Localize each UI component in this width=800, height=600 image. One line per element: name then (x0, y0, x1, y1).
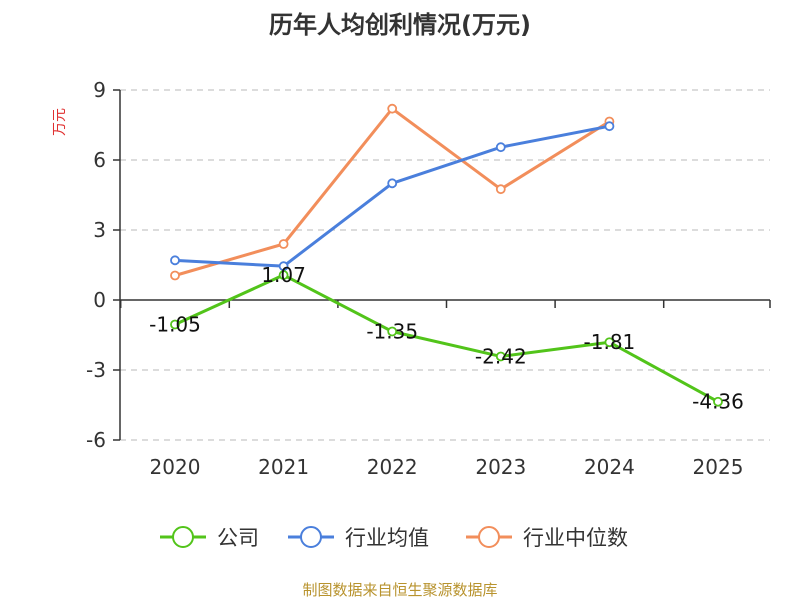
data-label: -1.81 (584, 330, 636, 354)
data-point (278, 270, 289, 280)
legend: 公司 行业均值 行业中位数 (160, 526, 628, 550)
data-label: -1.35 (366, 320, 418, 344)
data-point (170, 319, 180, 330)
y-tick-label: 0 (93, 288, 106, 312)
grid-lines (120, 89, 770, 441)
data-point (170, 255, 180, 266)
y-axis-label: 万元 (52, 108, 68, 136)
data-point (387, 103, 398, 114)
x-tick-labels: 2020 2021 2022 2023 2024 2025 (150, 455, 744, 479)
data-point (170, 270, 180, 281)
source-note: 制图数据来自恒生聚源数据库 (302, 581, 497, 599)
data-point (713, 396, 723, 407)
series-line-2 (174, 107, 611, 277)
x-tick-label: 2024 (584, 455, 635, 479)
series-group (170, 103, 723, 407)
data-label: -2.42 (475, 344, 527, 368)
series-line-1 (174, 124, 610, 268)
series-line-0 (174, 273, 719, 404)
data-labels: -1.05 1.07 -1.35 -2.42 -1.81 -4.36 (149, 263, 744, 414)
y-tick-label: 3 (93, 218, 106, 242)
data-label: -4.36 (692, 390, 744, 414)
legend-marker-0 (172, 526, 194, 548)
data-label: -1.05 (149, 313, 201, 337)
x-tick-label: 2020 (150, 455, 201, 479)
legend-label-0: 公司 (217, 526, 259, 550)
data-point (604, 121, 615, 132)
data-label: 1.07 (261, 263, 306, 287)
legend-label-1: 行业均值 (345, 526, 429, 550)
legend-label-2: 行业中位数 (523, 526, 628, 550)
y-tick-labels: 9 6 3 0 -3 -6 (86, 78, 106, 452)
data-point (278, 239, 289, 249)
x-tick-label: 2021 (258, 455, 309, 479)
chart-title: 历年人均创利情况(万元) (269, 11, 531, 39)
data-point (604, 337, 615, 348)
x-tick-label: 2025 (693, 455, 744, 479)
data-point (495, 142, 506, 153)
data-point (495, 184, 506, 195)
data-point (495, 351, 506, 362)
data-point (387, 326, 398, 337)
y-tick-label: 6 (93, 148, 106, 172)
x-tick-label: 2023 (475, 455, 526, 479)
data-point (387, 178, 398, 189)
y-tick-label: -6 (86, 428, 106, 452)
x-tick-label: 2022 (367, 455, 418, 479)
y-tick-label: -3 (86, 358, 106, 382)
legend-marker-2 (478, 526, 500, 548)
legend-marker-1 (300, 526, 322, 548)
y-tick-label: 9 (93, 78, 106, 102)
